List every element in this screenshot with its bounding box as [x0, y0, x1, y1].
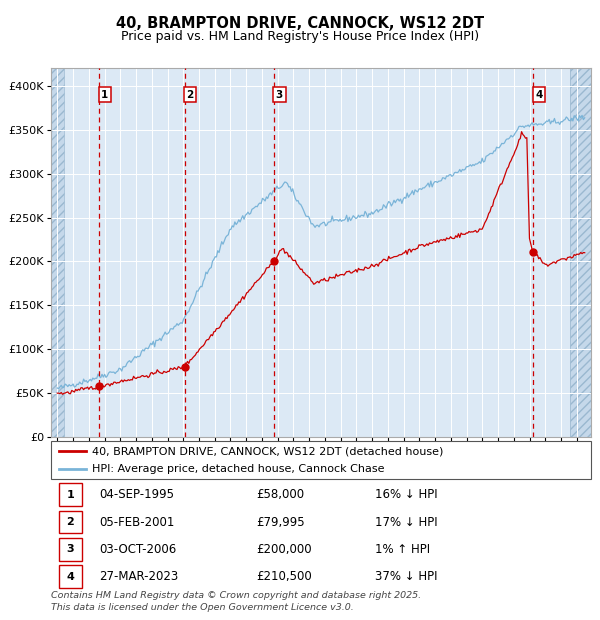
Text: 1: 1	[67, 490, 74, 500]
Text: 2: 2	[187, 89, 194, 100]
Text: Price paid vs. HM Land Registry's House Price Index (HPI): Price paid vs. HM Land Registry's House …	[121, 30, 479, 43]
Text: £79,995: £79,995	[256, 516, 305, 528]
Text: 27-MAR-2023: 27-MAR-2023	[100, 570, 179, 583]
Text: HPI: Average price, detached house, Cannock Chase: HPI: Average price, detached house, Cann…	[91, 464, 384, 474]
Text: 1% ↑ HPI: 1% ↑ HPI	[375, 543, 430, 556]
Bar	[59, 484, 82, 506]
Bar	[570, 68, 591, 437]
Text: 37% ↓ HPI: 37% ↓ HPI	[375, 570, 437, 583]
Bar	[59, 565, 82, 588]
Text: 4: 4	[67, 572, 74, 582]
Bar	[51, 68, 64, 437]
Text: 3: 3	[275, 89, 283, 100]
Text: 4: 4	[535, 89, 542, 100]
Text: 1: 1	[101, 89, 109, 100]
Text: Contains HM Land Registry data © Crown copyright and database right 2025.
This d: Contains HM Land Registry data © Crown c…	[51, 591, 421, 613]
Text: 40, BRAMPTON DRIVE, CANNOCK, WS12 2DT (detached house): 40, BRAMPTON DRIVE, CANNOCK, WS12 2DT (d…	[91, 446, 443, 456]
Bar	[51, 68, 64, 437]
Bar	[59, 538, 82, 560]
Text: 2: 2	[67, 517, 74, 527]
Text: 04-SEP-1995: 04-SEP-1995	[100, 489, 175, 501]
Text: £58,000: £58,000	[256, 489, 304, 501]
Bar	[570, 68, 591, 437]
Text: 03-OCT-2006: 03-OCT-2006	[100, 543, 177, 556]
Text: 3: 3	[67, 544, 74, 554]
Text: £200,000: £200,000	[256, 543, 312, 556]
Text: 05-FEB-2001: 05-FEB-2001	[100, 516, 175, 528]
Text: 16% ↓ HPI: 16% ↓ HPI	[375, 489, 437, 501]
Bar	[59, 511, 82, 533]
Text: £210,500: £210,500	[256, 570, 312, 583]
Text: 17% ↓ HPI: 17% ↓ HPI	[375, 516, 437, 528]
Text: 40, BRAMPTON DRIVE, CANNOCK, WS12 2DT: 40, BRAMPTON DRIVE, CANNOCK, WS12 2DT	[116, 16, 484, 31]
